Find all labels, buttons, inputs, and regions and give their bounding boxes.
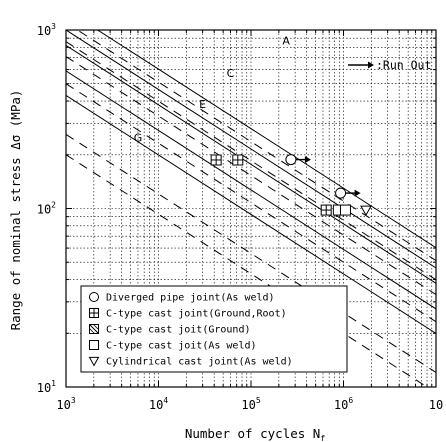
- data-point-s3-p1: [339, 204, 351, 216]
- design-curve-A: [96, 30, 436, 249]
- data-point-s0-p1-shape: [335, 187, 347, 199]
- data-point-s4-p0-shape: [360, 205, 372, 217]
- y-tick-label: 103: [37, 22, 56, 38]
- runout-arrow-s0-p0: [295, 156, 311, 164]
- data-point-s1-p1: [232, 154, 244, 166]
- legend-marker-4-shape: [88, 356, 100, 367]
- curve-label-G: G: [134, 131, 143, 144]
- x-axis-title: Number of cycles Nf: [185, 426, 325, 442]
- data-point-s1-p2: [320, 204, 332, 216]
- data-point-s0-p1: [335, 187, 347, 199]
- y-tick-label: 101: [37, 379, 56, 395]
- curve-label-A: A: [282, 34, 290, 47]
- legend-marker-2-diag3: [93, 324, 99, 330]
- legend-marker-0: [89, 292, 99, 302]
- legend-label-3: C-type cast joit(As weld): [106, 341, 257, 352]
- legend-marker-2-diag2: [89, 328, 95, 334]
- design-curve-E: [66, 70, 436, 310]
- data-points: [210, 154, 372, 217]
- design-curve-C: [66, 44, 436, 284]
- runout-arrow-s0-p1: [345, 189, 361, 197]
- runout-legend: :Run Out: [348, 58, 431, 72]
- legend-marker-2: [89, 324, 99, 334]
- data-point-s3-p1-shape: [339, 204, 351, 216]
- runout-legend-label: :Run Out: [376, 58, 431, 72]
- runout-legend-arrow: [348, 61, 374, 69]
- legend-label-2: C-type cast joit(Ground): [106, 325, 251, 336]
- legend-label-4: Cylindrical cast joint(As weld): [106, 357, 293, 368]
- x-tick-label: 103: [56, 396, 75, 412]
- ticks: 103 104 105 106 10 101 102 103: [37, 22, 444, 412]
- design-curve-G: [66, 95, 436, 334]
- data-point-s4-p0: [360, 205, 372, 217]
- data-point-s0-p0-shape: [285, 154, 297, 166]
- runout-arrow-s0-p1-head: [354, 189, 361, 197]
- legend-marker-3: [89, 340, 99, 350]
- design-curve-labels: A C E G: [134, 34, 291, 144]
- data-point-s1-p0: [210, 154, 222, 166]
- legend-marker-0-shape: [89, 292, 99, 302]
- x-tick-label: 106: [334, 396, 353, 412]
- legend-marker-2-diag: [89, 324, 99, 334]
- data-point-s0-p0: [285, 154, 297, 166]
- y-tick-label: 102: [37, 201, 56, 217]
- x-tick-label: 104: [149, 396, 168, 412]
- curve-label-C: C: [227, 67, 235, 80]
- legend-marker-3-shape: [89, 340, 99, 350]
- legend-box: [80, 285, 348, 373]
- legend-marker-1: [89, 308, 99, 318]
- y-axis-title: Range of nominal stress Δσ (MPa): [8, 90, 23, 331]
- legend: Diverged pipe joint(As weld) C-type cast …: [80, 285, 348, 373]
- x-tick-label: 10: [429, 398, 443, 412]
- legend-marker-4: [88, 356, 100, 367]
- curve-label-E: E: [199, 98, 206, 111]
- design-curves: [66, 30, 436, 387]
- runout-legend-arrow-head: [368, 61, 374, 69]
- x-tick-label: 105: [241, 396, 260, 412]
- legend-label-0: Diverged pipe joint(As weld): [106, 293, 275, 304]
- runout-arrow-s0-p0-head: [304, 156, 311, 164]
- design-curve: [66, 30, 436, 269]
- legend-label-1: C-type cast joint(Ground,Root): [106, 309, 287, 320]
